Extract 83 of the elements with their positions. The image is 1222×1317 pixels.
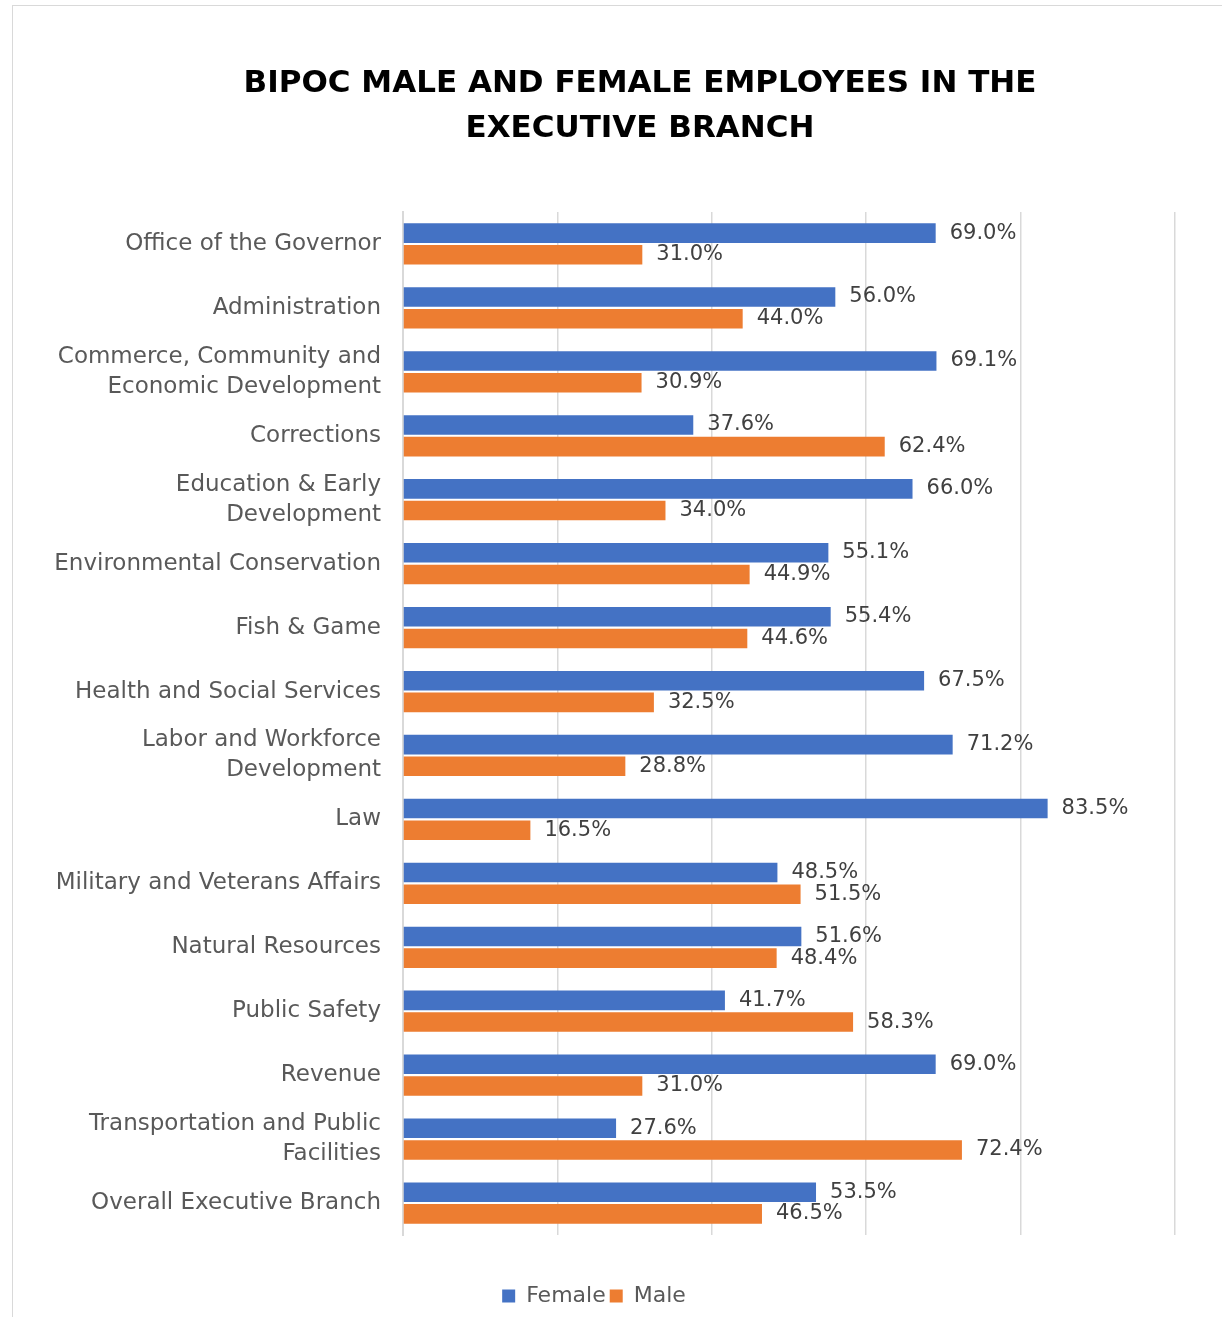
data-label: 48.5% (791, 858, 859, 883)
bar (403, 926, 802, 947)
bar (403, 1204, 762, 1224)
data-label: 67.5% (938, 667, 1005, 692)
data-label: 51.5% (814, 880, 882, 905)
data-label: 55.4% (844, 603, 912, 628)
bar (403, 1118, 617, 1139)
data-label: 46.5% (775, 1200, 843, 1225)
data-label: 71.2% (966, 731, 1034, 756)
data-label: 31.0% (656, 241, 724, 266)
bar (403, 734, 953, 755)
bar (403, 670, 925, 691)
data-label: 44.6% (761, 624, 829, 649)
data-label: 66.0% (926, 475, 994, 500)
y-tick-label: Overall Executive Branch (91, 1188, 381, 1214)
bar (403, 436, 885, 457)
bar (403, 990, 725, 1011)
y-tick-label: Commerce, Community and Economic Development (57, 341, 381, 398)
bar (403, 628, 748, 649)
data-label: 62.4% (898, 433, 966, 458)
data-label: 44.0% (756, 305, 824, 330)
data-label: 27.6% (630, 1114, 697, 1139)
data-label: 30.9% (655, 369, 723, 394)
y-tick-label: Transportation and Public Facilities (87, 1109, 381, 1166)
y-tick-label: Corrections (250, 420, 381, 447)
bar (403, 1054, 936, 1075)
data-label: 48.4% (790, 944, 858, 969)
y-tick-label: Education & Early Development (175, 469, 381, 526)
y-tick-label: Law (335, 804, 381, 831)
bar (403, 500, 666, 521)
data-label: 41.7% (738, 986, 806, 1011)
y-tick-label: Environmental Conservation (54, 548, 381, 575)
data-label: 32.5% (667, 688, 735, 713)
data-label: 69.1% (950, 347, 1018, 372)
bar (403, 606, 831, 627)
data-label: 37.6% (707, 411, 774, 436)
data-label: 58.3% (867, 1008, 934, 1033)
legend-label: Male (633, 1281, 686, 1307)
data-label: 69.0% (949, 1050, 1017, 1075)
y-tick-label: Fish & Game (235, 612, 381, 639)
bar (403, 692, 654, 713)
y-tick-label: Military and Veterans Affairs (55, 868, 381, 895)
bar (403, 351, 937, 371)
bar (403, 372, 642, 393)
bar (403, 543, 829, 563)
bar (403, 820, 531, 841)
bar (403, 862, 778, 883)
y-tick-label: Administration (212, 292, 381, 319)
data-label: 31.0% (656, 1072, 724, 1097)
bar (403, 415, 694, 435)
chart-title: BIPOC MALE AND FEMALE EMPLOYEES IN THE EXECUTIVE BRANCH (242, 62, 1038, 146)
y-tick-label: Health and Social Services (75, 676, 381, 703)
data-label: 69.0% (949, 219, 1017, 244)
data-label: 72.4% (975, 1136, 1043, 1161)
bar (403, 223, 936, 243)
data-label: 34.0% (679, 497, 747, 522)
data-label: 28.8% (639, 752, 707, 777)
bar (403, 287, 836, 307)
bar (403, 1012, 854, 1032)
bar (403, 884, 801, 904)
bar (403, 1140, 962, 1160)
data-label: 56.0% (849, 283, 917, 308)
y-tick-label: Office of the Governor (125, 228, 382, 255)
y-tick-label: Natural Resources (171, 932, 381, 959)
bar (403, 1076, 643, 1096)
data-label: 55.1% (842, 539, 910, 564)
y-tick-label: Public Safety (232, 996, 381, 1023)
bar (403, 756, 626, 777)
data-label: 51.6% (815, 922, 883, 947)
y-tick-label: Labor and Workforce Development (141, 725, 381, 782)
bar (403, 308, 743, 329)
bar (403, 948, 777, 968)
data-label: 44.9% (763, 560, 831, 585)
y-tick-label: Revenue (280, 1060, 381, 1087)
bar (403, 1182, 817, 1202)
bar (403, 564, 750, 585)
bar (403, 798, 1048, 819)
legend-label: Female (526, 1281, 606, 1307)
bar (403, 479, 913, 499)
data-label: 83.5% (1061, 794, 1129, 819)
data-label: 53.5% (830, 1178, 897, 1203)
bar (403, 245, 643, 265)
data-label: 16.5% (544, 816, 612, 841)
